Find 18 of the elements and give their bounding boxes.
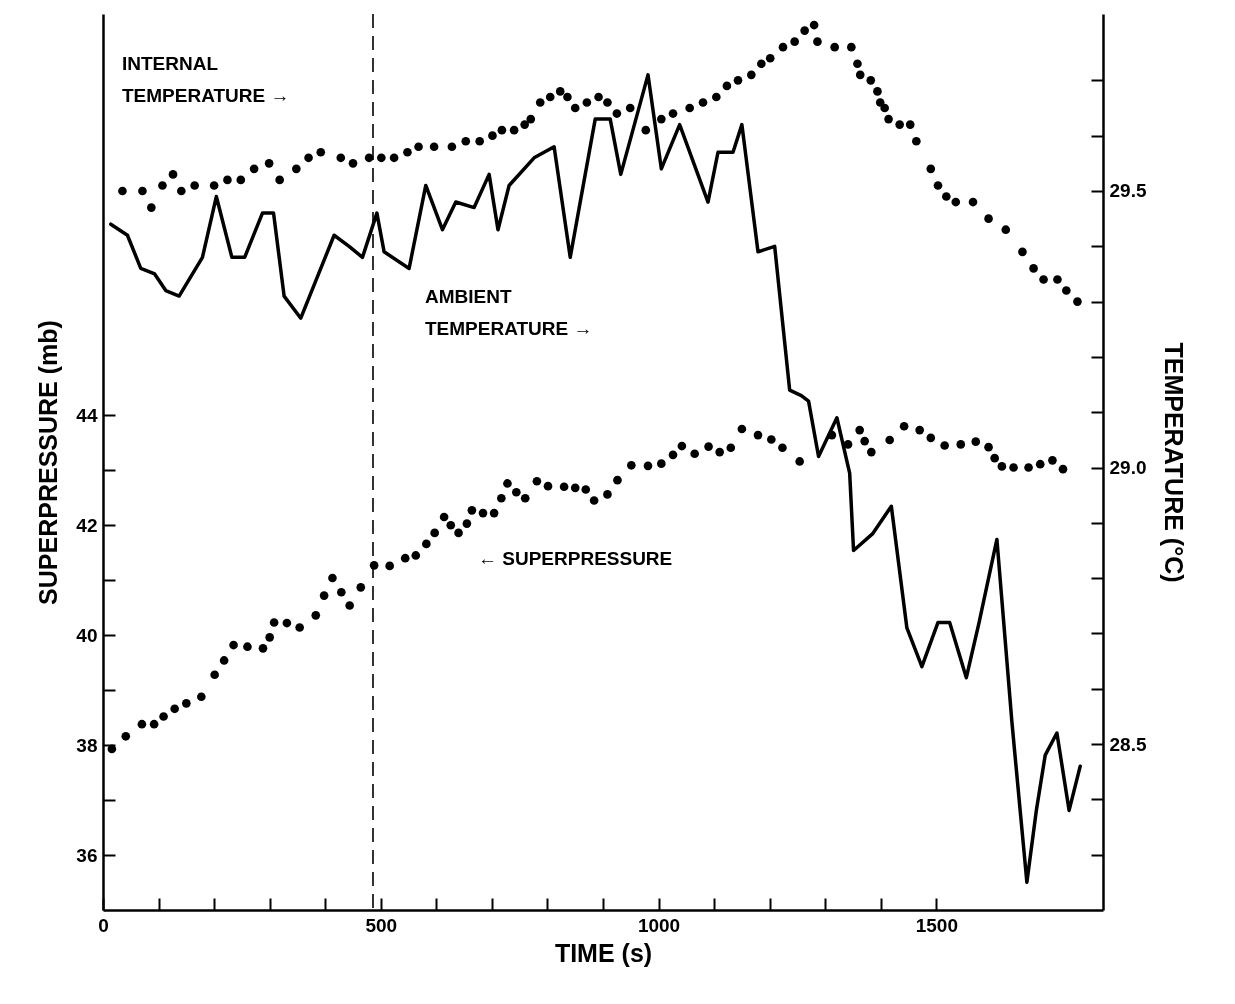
annotation: ← SUPERPRESSURE <box>478 548 673 569</box>
y-tick-label: 36 <box>76 844 98 866</box>
x-tick-label: 500 <box>365 914 398 936</box>
y-tick-label: 42 <box>76 514 98 536</box>
y2-tick-label: 28.5 <box>1109 733 1147 755</box>
y2-axis-title: TEMPERATURE (°C) <box>1160 342 1189 583</box>
y2-tick-label: 29.0 <box>1109 457 1147 479</box>
x-tick-label: 0 <box>98 914 109 936</box>
x-tick-label: 1500 <box>915 914 958 936</box>
y-tick-label: 44 <box>76 404 98 426</box>
x-axis-title: TIME (s) <box>554 938 653 967</box>
x-tick-label: 1000 <box>637 914 681 936</box>
y-tick-label: 40 <box>76 624 98 646</box>
y-tick-label: 38 <box>76 734 98 756</box>
annotation: INTERNAL TEMPERATURE → <box>122 53 290 106</box>
y2-tick-label: 29.5 <box>1109 180 1147 202</box>
y-axis-title: SUPERPRESSURE (mb) <box>34 320 63 605</box>
annotation: AMBIENT TEMPERATURE → <box>425 286 593 339</box>
